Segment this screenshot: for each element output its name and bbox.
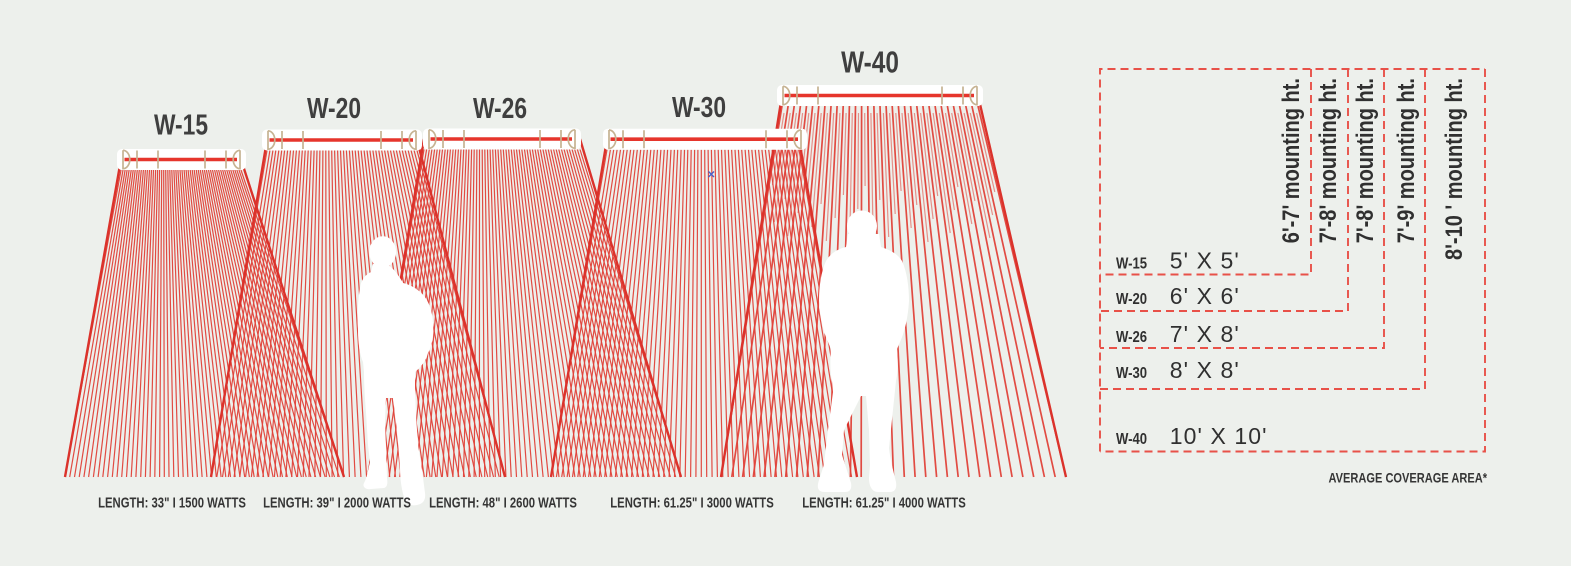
svg-text:AVERAGE COVERAGE AREA*: AVERAGE COVERAGE AREA*	[1329, 470, 1488, 485]
svg-text:10' X 10': 10' X 10'	[1170, 423, 1268, 449]
svg-text:LENGTH: 39" I 2000 WATTS: LENGTH: 39" I 2000 WATTS	[263, 494, 411, 511]
svg-text:W-15: W-15	[1116, 255, 1147, 272]
svg-text:LENGTH: 61.25" I 3000 WATTS: LENGTH: 61.25" I 3000 WATTS	[610, 494, 774, 511]
svg-text:6' X 6': 6' X 6'	[1170, 283, 1240, 309]
svg-text:7'-8' mounting ht.: 7'-8' mounting ht.	[1314, 78, 1341, 243]
svg-text:W-40: W-40	[841, 45, 899, 79]
svg-text:8'-10 ' mounting ht.: 8'-10 ' mounting ht.	[1440, 78, 1467, 260]
svg-text:LENGTH: 33" I 1500 WATTS: LENGTH: 33" I 1500 WATTS	[98, 494, 246, 511]
svg-text:W-15: W-15	[154, 110, 208, 141]
svg-text:7'-8' mounting ht.: 7'-8' mounting ht.	[1351, 78, 1378, 243]
svg-text:6'-7' mounting ht.: 6'-7' mounting ht.	[1277, 78, 1304, 243]
svg-text:W-20: W-20	[307, 94, 361, 125]
svg-text:W-26: W-26	[473, 94, 527, 125]
svg-text:7' X 8': 7' X 8'	[1170, 321, 1240, 347]
svg-text:W-40: W-40	[1116, 431, 1147, 448]
svg-text:5' X 5': 5' X 5'	[1170, 248, 1240, 274]
svg-text:LENGTH: 61.25" I 4000 WATTS: LENGTH: 61.25" I 4000 WATTS	[802, 494, 966, 511]
svg-text:7'-9' mounting ht.: 7'-9' mounting ht.	[1392, 78, 1419, 243]
svg-text:W-20: W-20	[1116, 291, 1147, 308]
svg-text:W-26: W-26	[1116, 329, 1147, 346]
svg-text:W-30: W-30	[672, 93, 726, 124]
svg-text:LENGTH: 48" I 2600 WATTS: LENGTH: 48" I 2600 WATTS	[429, 494, 577, 511]
svg-text:8' X 8': 8' X 8'	[1170, 357, 1240, 383]
svg-text:W-30: W-30	[1116, 365, 1147, 382]
